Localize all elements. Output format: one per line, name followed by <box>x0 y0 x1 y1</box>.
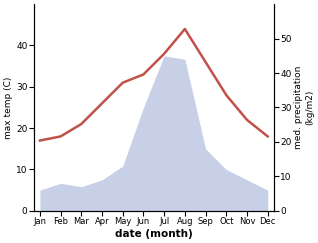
X-axis label: date (month): date (month) <box>115 229 193 239</box>
Y-axis label: med. precipitation
(kg/m2): med. precipitation (kg/m2) <box>294 66 314 149</box>
Y-axis label: max temp (C): max temp (C) <box>4 76 13 139</box>
